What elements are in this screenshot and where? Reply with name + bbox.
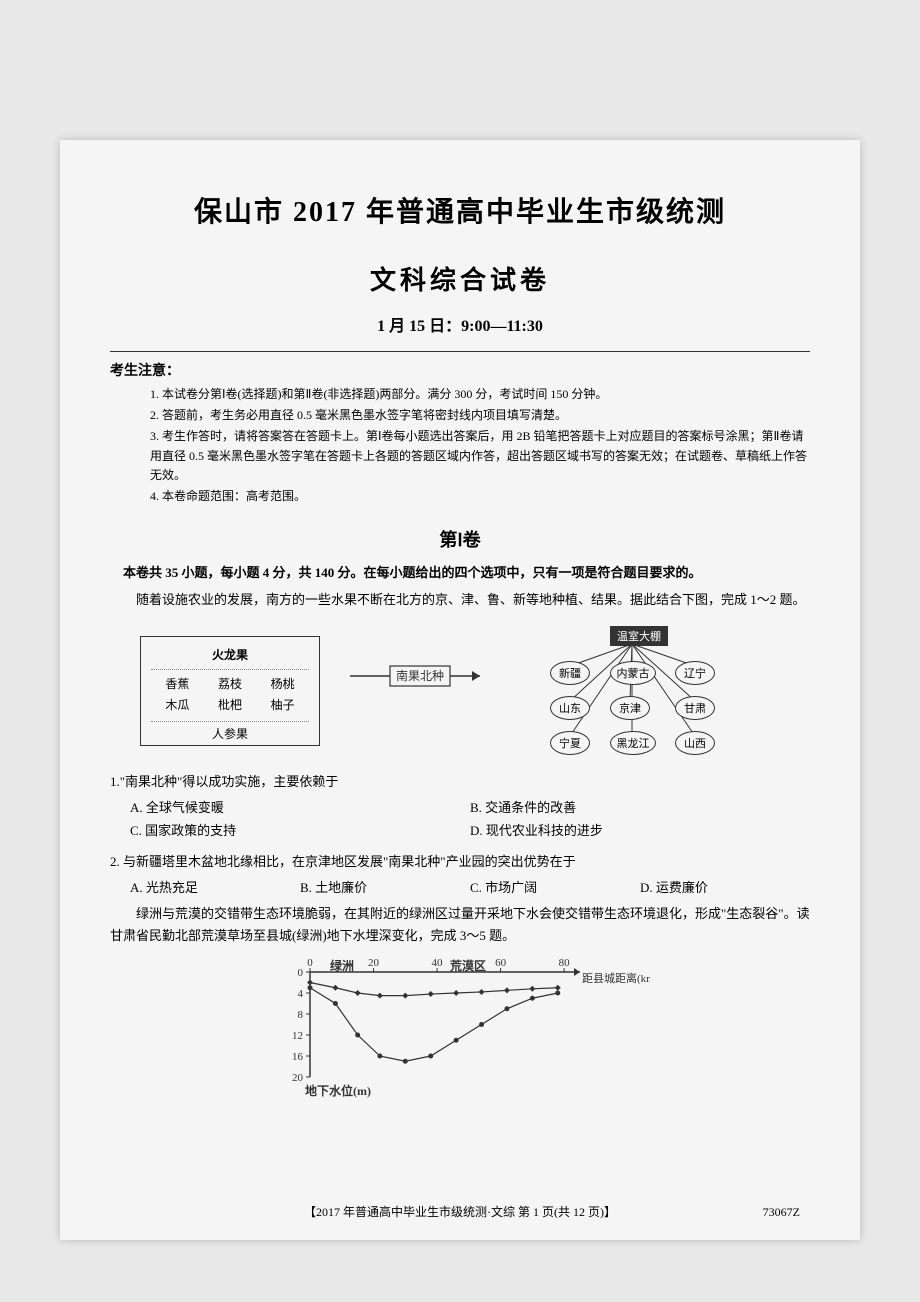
option: C. 国家政策的支持 xyxy=(130,820,470,839)
svg-text:8: 8 xyxy=(298,1009,304,1021)
footer-code: 73067Z xyxy=(763,1205,800,1220)
option: B. 交通条件的改善 xyxy=(470,797,810,816)
fruit-row: 木瓜 枇杷 柚子 xyxy=(151,695,309,717)
passage-2: 绿洲与荒漠的交错带生态环境脆弱，在其附近的绿洲区过量开采地下水会使交错带生态环境… xyxy=(110,903,810,947)
notice-item: 3. 考生作答时，请将答案答在答题卡上。第Ⅰ卷每小题选出答案后，用 2B 铅笔把… xyxy=(150,427,810,485)
option: B. 土地廉价 xyxy=(300,877,470,896)
option: A. 光热充足 xyxy=(130,877,300,896)
svg-text:0: 0 xyxy=(307,957,313,969)
sub-title: 文科综合试卷 xyxy=(110,260,810,297)
passage-1: 随着设施农业的发展，南方的一些水果不断在北方的京、津、鲁、新等地种植、结果。据此… xyxy=(110,589,810,611)
fruit-box: 火龙果 香蕉 荔枝 杨桃 木瓜 枇杷 柚子 人参果 xyxy=(140,636,320,746)
notice-item: 1. 本试卷分第Ⅰ卷(选择题)和第Ⅱ卷(非选择题)两部分。满分 300 分，考试… xyxy=(150,385,810,404)
option: D. 运费廉价 xyxy=(640,877,810,896)
q2-options: A. 光热充足 B. 土地廉价 C. 市场广阔 D. 运费廉价 xyxy=(110,875,810,898)
svg-text:12: 12 xyxy=(292,1030,303,1042)
chart-svg: 0 20 40 60 80 0 4 8 12 16 20 绿洲 荒漠区距县城距离(km) 地下水位(m) xyxy=(270,957,650,1117)
option: A. 全球气候变暖 xyxy=(130,797,470,816)
section-title: 第Ⅰ卷 xyxy=(110,526,810,552)
main-title: 保山市 2017 年普通高中毕业生市级统测 xyxy=(110,190,810,230)
svg-text:南果北种: 南果北种 xyxy=(396,668,444,683)
svg-text:0: 0 xyxy=(298,967,304,979)
fruit-diagram: 火龙果 香蕉 荔枝 杨桃 木瓜 枇杷 柚子 人参果 南果北种 温 xyxy=(110,626,810,756)
page-footer: 【2017 年普通高中毕业生市级统测·文综 第 1 页(共 12 页)】 xyxy=(60,1203,860,1220)
exam-time: 1 月 15 日：9:00—11:30 xyxy=(110,312,810,336)
region-diagram: 温室大棚 新疆内蒙古辽宁山东京津甘肃宁夏黑龙江山西 xyxy=(520,626,780,756)
fruit-bottom: 人参果 xyxy=(151,721,309,746)
svg-text:20: 20 xyxy=(368,957,380,969)
svg-text:40: 40 xyxy=(432,957,444,969)
groundwater-chart: 0 20 40 60 80 0 4 8 12 16 20 绿洲 荒漠区距县城距离(km) 地下水位(m) xyxy=(110,957,810,1107)
svg-text:荒漠区: 荒漠区 xyxy=(449,958,486,973)
exam-page: 保山市 2017 年普通高中毕业生市级统测 文科综合试卷 1 月 15 日：9:… xyxy=(60,140,860,1240)
svg-text:16: 16 xyxy=(292,1051,304,1063)
notice-list: 1. 本试卷分第Ⅰ卷(选择题)和第Ⅱ卷(非选择题)两部分。满分 300 分，考试… xyxy=(110,385,810,506)
svg-text:绿洲: 绿洲 xyxy=(330,958,354,973)
question-2: 2. 与新疆塔里木盆地北缘相比，在京津地区发展"南果北种"产业园的突出优势在于 xyxy=(110,851,810,870)
arrow-icon: 南果北种 xyxy=(350,661,490,691)
notice-item: 4. 本卷命题范围：高考范围。 xyxy=(150,487,810,506)
fruit-row: 香蕉 荔枝 杨桃 xyxy=(151,674,309,696)
svg-text:4: 4 xyxy=(298,988,304,1000)
arrow-label-box: 南果北种 xyxy=(350,676,490,706)
svg-text:20: 20 xyxy=(292,1072,304,1084)
option: C. 市场广阔 xyxy=(470,877,640,896)
fruit-header: 火龙果 xyxy=(151,645,309,670)
notice-item: 2. 答题前，考生务必用直径 0.5 毫米黑色墨水签字笔将密封线内项目填写清楚。 xyxy=(150,406,810,425)
divider xyxy=(110,351,810,352)
svg-text:80: 80 xyxy=(559,957,571,969)
svg-text:地下水位(m): 地下水位(m) xyxy=(305,1083,371,1098)
svg-text:60: 60 xyxy=(495,957,507,969)
section-intro: 本卷共 35 小题，每小题 4 分，共 140 分。在每小题给出的四个选项中，只… xyxy=(110,562,810,581)
question-1: 1."南果北种"得以成功实施，主要依赖于 xyxy=(110,771,810,790)
notice-header: 考生注意： xyxy=(110,360,810,380)
svg-text:距县城距离(km): 距县城距离(km) xyxy=(582,971,650,985)
q1-options: A. 全球气候变暖 B. 交通条件的改善 C. 国家政策的支持 D. 现代农业科… xyxy=(110,795,810,841)
option: D. 现代农业科技的进步 xyxy=(470,820,810,839)
